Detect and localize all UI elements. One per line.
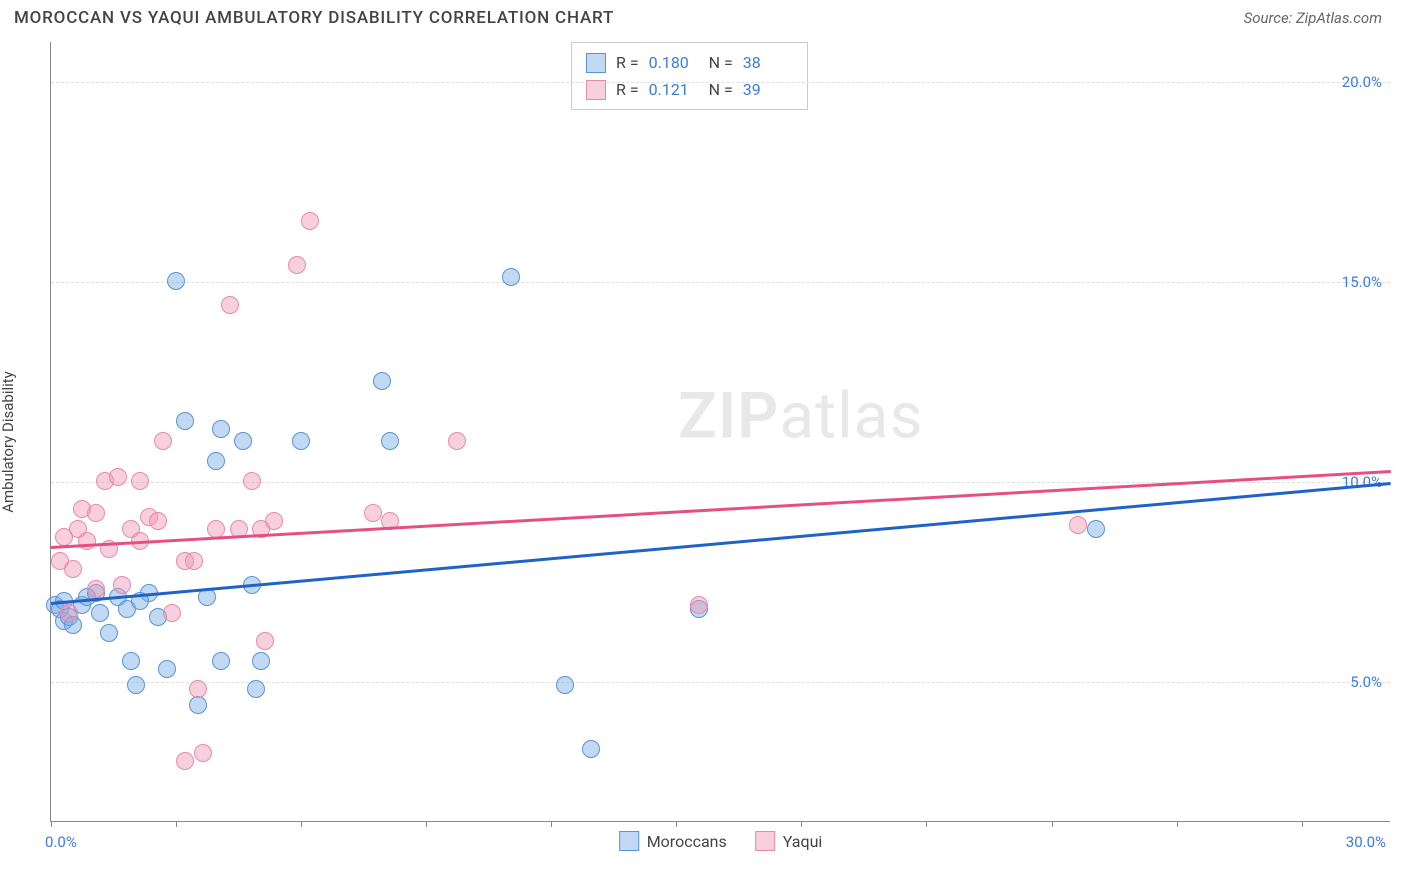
r-value: 0.180 [649,49,699,76]
r-value: 0.121 [649,76,699,103]
x-tick [176,821,177,827]
data-point [381,432,399,450]
y-axis-label: Ambulatory Disability [0,371,17,513]
n-label: N = [709,76,733,103]
data-point [189,680,207,698]
data-point [78,532,96,550]
data-point [64,560,82,578]
trend-line [51,482,1391,604]
chart-title: MOROCCAN VS YAQUI AMBULATORY DISABILITY … [14,8,614,28]
data-point [256,632,274,650]
x-axis-max-label: 30.0% [1346,833,1386,851]
x-tick [1177,821,1178,827]
data-point [122,652,140,670]
data-point [243,472,261,490]
data-point [194,744,212,762]
data-point [252,652,270,670]
data-point [221,296,239,314]
data-point [288,256,306,274]
data-point [212,420,230,438]
data-point [247,680,265,698]
legend-item: Yaqui [755,831,823,851]
data-point [364,504,382,522]
x-tick [1302,821,1303,827]
data-point [1087,520,1105,538]
chart-area: Ambulatory Disability ZIPatlas R = 0.180 N… [0,32,1406,852]
data-point [127,676,145,694]
data-point [690,596,708,614]
stats-row: R = 0.180 N = 38 [586,49,793,76]
legend-label: Moroccans [647,832,727,851]
data-point [60,604,78,622]
data-point [100,624,118,642]
x-tick [676,821,677,827]
chart-source: Source: ZipAtlas.com [1244,9,1382,27]
y-tick-label: 15.0% [1342,273,1382,291]
gridline [51,282,1390,283]
data-point [556,676,574,694]
y-tick-label: 5.0% [1350,673,1382,691]
x-axis-min-label: 0.0% [45,833,77,851]
x-tick [426,821,427,827]
n-value: 39 [743,76,793,103]
data-point [448,432,466,450]
y-tick-label: 20.0% [1342,73,1382,91]
plot-region: ZIPatlas R =0.180N =38R = 0.121N =39 Mor… [50,42,1390,822]
data-point [158,660,176,678]
legend-label: Yaqui [783,832,823,851]
data-point [176,412,194,430]
data-point [502,268,520,286]
data-point [91,604,109,622]
x-tick [301,821,302,827]
data-point [163,604,181,622]
data-point [154,432,172,450]
data-point [207,452,225,470]
n-value: 38 [743,49,793,76]
x-tick [801,821,802,827]
stats-row: R = 0.121 N = 39 [586,76,793,103]
x-tick [1052,821,1053,827]
data-point [1069,516,1087,534]
n-label: N = [709,49,733,76]
x-tick [926,821,927,827]
data-point [113,576,131,594]
gridline [51,82,1390,83]
data-point [301,212,319,230]
data-point [176,752,194,770]
data-point [109,468,127,486]
data-point [234,432,252,450]
legend: Moroccans Yaqui [619,831,823,851]
stats-box: R = 0.180 N = 38 R = 0.121 N = 39 [571,42,808,110]
x-tick [51,821,52,827]
data-point [212,652,230,670]
data-point [189,696,207,714]
data-point [265,512,283,530]
data-point [373,372,391,390]
r-label: R = [616,76,639,103]
data-point [167,272,185,290]
data-point [149,512,167,530]
data-point [87,580,105,598]
legend-item: Moroccans [619,831,727,851]
watermark: ZIPatlas [678,378,923,453]
series-swatch [586,53,606,73]
legend-swatch [619,831,639,851]
data-point [131,472,149,490]
data-point [87,504,105,522]
data-point [292,432,310,450]
legend-swatch [755,831,775,851]
r-label: R = [616,49,639,76]
x-tick [551,821,552,827]
data-point [185,552,203,570]
data-point [582,740,600,758]
chart-header: MOROCCAN VS YAQUI AMBULATORY DISABILITY … [0,0,1406,32]
